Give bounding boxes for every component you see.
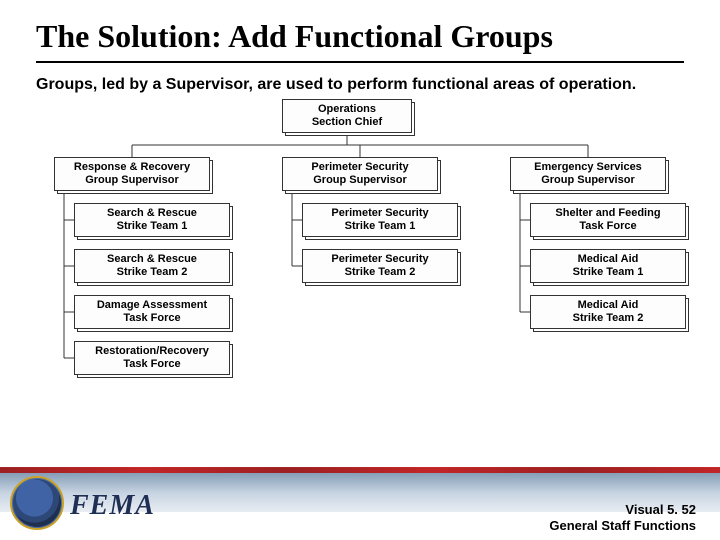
org-child-0-3: Restoration/RecoveryTask Force — [74, 341, 230, 375]
org-root: OperationsSection Chief — [282, 99, 412, 133]
org-group-2: Emergency ServicesGroup Supervisor — [510, 157, 666, 191]
footer-visual-number: Visual 5. 52 — [549, 502, 696, 518]
org-group-1: Perimeter SecurityGroup Supervisor — [282, 157, 438, 191]
org-child-0-0: Search & RescueStrike Team 1 — [74, 203, 230, 237]
footer-topic: General Staff Functions — [549, 518, 696, 534]
org-group-0: Response & RecoveryGroup Supervisor — [54, 157, 210, 191]
org-child-0-1: Search & RescueStrike Team 2 — [74, 249, 230, 283]
org-child-1-0: Perimeter SecurityStrike Team 1 — [302, 203, 458, 237]
dhs-seal-icon — [10, 476, 64, 530]
org-child-2-1: Medical AidStrike Team 1 — [530, 249, 686, 283]
slide-subtitle: Groups, led by a Supervisor, are used to… — [0, 63, 720, 97]
slide-title: The Solution: Add Functional Groups — [0, 0, 720, 59]
org-child-0-2: Damage AssessmentTask Force — [74, 295, 230, 329]
org-child-2-2: Medical AidStrike Team 2 — [530, 295, 686, 329]
fema-logo: FEMA — [70, 490, 155, 522]
org-child-1-1: Perimeter SecurityStrike Team 2 — [302, 249, 458, 283]
org-chart: OperationsSection Chief Response & Recove… — [0, 97, 720, 427]
footer-text: Visual 5. 52 General Staff Functions — [549, 502, 696, 535]
org-child-2-0: Shelter and FeedingTask Force — [530, 203, 686, 237]
